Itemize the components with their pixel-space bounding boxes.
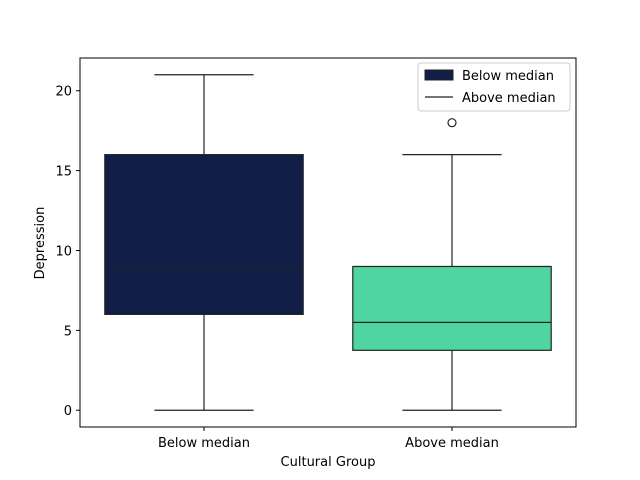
legend-label: Below median <box>462 69 554 84</box>
box-group <box>352 118 552 411</box>
y-axis: 0 5 10 15 20 <box>55 85 80 419</box>
legend: Below median Above median <box>417 62 571 112</box>
y-tick-label: 15 <box>55 165 72 180</box>
legend-label: Above median <box>462 91 556 106</box>
x-tick-label: Above median <box>405 436 499 451</box>
legend-frame <box>417 62 571 112</box>
y-axis-label: Depression <box>33 207 48 280</box>
outlier-point <box>447 118 457 128</box>
boxes-layer <box>104 74 552 411</box>
y-tick-label: 5 <box>64 324 72 339</box>
y-tick-label: 10 <box>55 244 72 259</box>
y-tick-label: 0 <box>64 404 72 419</box>
x-axis: Below median Above median <box>158 427 499 451</box>
y-tick-label: 20 <box>55 85 72 100</box>
x-axis-label: Cultural Group <box>281 455 376 470</box>
x-tick-label: Below median <box>158 436 250 451</box>
box-iqr <box>104 154 304 315</box>
box-group <box>104 74 304 411</box>
box-iqr <box>352 265 552 351</box>
legend-swatch-patch <box>424 69 454 81</box>
